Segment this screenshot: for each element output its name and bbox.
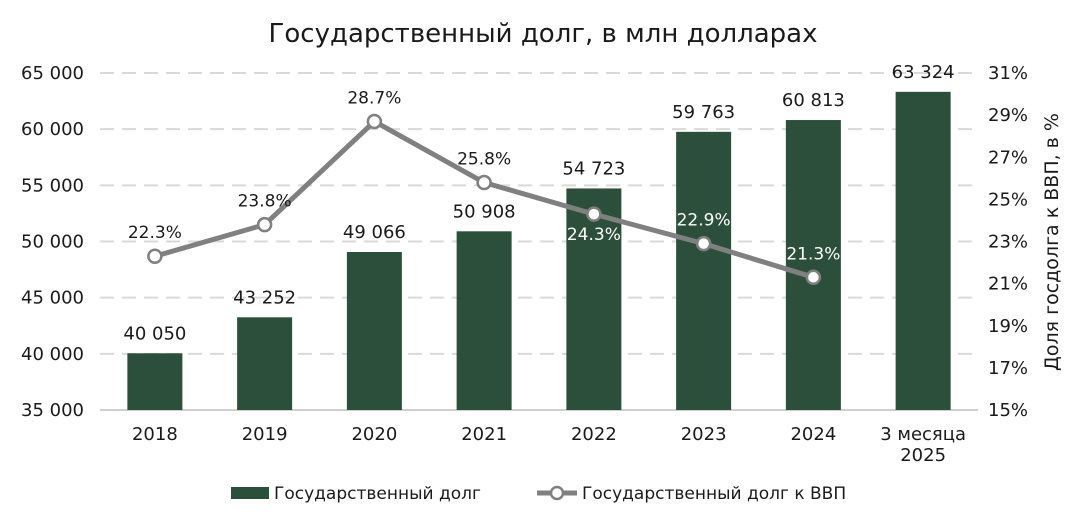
legend-swatch-marker bbox=[549, 485, 565, 501]
x-tick-label: 2024 bbox=[790, 424, 836, 445]
x-tick-label: 2021 bbox=[461, 424, 507, 445]
bar bbox=[566, 188, 622, 410]
bar-value-label: 49 066 bbox=[343, 222, 406, 243]
bar-value-label: 54 723 bbox=[562, 158, 625, 179]
y2-tick-label: 29% bbox=[988, 105, 1028, 126]
bar bbox=[127, 353, 183, 410]
legend-swatch-bar bbox=[231, 487, 269, 499]
y2-tick-label: 21% bbox=[988, 274, 1028, 295]
line-value-label: 28.7% bbox=[347, 88, 401, 108]
legend-label-bar: Государственный долг bbox=[274, 484, 481, 504]
bar-value-label: 50 908 bbox=[453, 201, 516, 222]
y-tick-label: 35 000 bbox=[21, 400, 84, 421]
x-tick-label: 2020 bbox=[351, 424, 397, 445]
x-tick-label: 2018 bbox=[132, 424, 178, 445]
bar-series bbox=[127, 91, 951, 411]
line-marker bbox=[147, 248, 163, 264]
bar-value-label: 40 050 bbox=[123, 323, 186, 344]
line-value-label: 23.8% bbox=[238, 192, 292, 212]
y-axis-right: 15% 17% 19% 21% 23% 25% 27% 29% 31% bbox=[988, 63, 1028, 421]
y2-axis-label: Доля госдолга к ВВП, в % bbox=[1041, 113, 1063, 371]
y2-tick-label: 27% bbox=[988, 147, 1028, 168]
line-marker bbox=[256, 216, 273, 233]
y2-tick-label: 15% bbox=[988, 400, 1028, 421]
bar-value-label: 63 324 bbox=[892, 62, 955, 83]
y-tick-label: 60 000 bbox=[21, 119, 84, 140]
bar bbox=[895, 91, 951, 411]
legend-label-line: Государственный долг к ВВП bbox=[582, 484, 846, 504]
bar-data-labels: 40 050 43 252 49 066 50 908 54 723 59 763 60 8… bbox=[123, 62, 954, 344]
chart-title: Государственный долг, в млн долларах bbox=[269, 19, 818, 49]
bar bbox=[237, 317, 293, 410]
x-tick-label: 2019 bbox=[242, 424, 288, 445]
bar bbox=[785, 120, 841, 410]
bar-value-label: 43 252 bbox=[233, 287, 296, 308]
line-marker bbox=[366, 113, 383, 130]
line-value-label: 24.3% bbox=[567, 225, 621, 245]
x-tick-label: 2022 bbox=[571, 424, 617, 445]
line-series: 22.3% 23.8% 28.7% 25.8% 24.3% 22.9% 21.3% bbox=[128, 88, 840, 286]
x-tick-label: 2023 bbox=[681, 424, 727, 445]
bar bbox=[346, 251, 402, 410]
line-value-label: 22.3% bbox=[128, 223, 182, 243]
bar bbox=[456, 231, 512, 410]
y-tick-label: 40 000 bbox=[21, 344, 84, 365]
y2-tick-label: 19% bbox=[988, 316, 1028, 337]
y2-tick-label: 17% bbox=[988, 358, 1028, 379]
y-tick-label: 65 000 bbox=[21, 63, 84, 84]
line-marker bbox=[586, 206, 602, 222]
y-axis-left: 35 000 40 000 45 000 50 000 55 000 60 000 65 0… bbox=[21, 63, 84, 421]
bar-value-label: 59 763 bbox=[672, 102, 735, 123]
line-value-label: 25.8% bbox=[457, 150, 511, 170]
bar bbox=[676, 131, 732, 410]
line-marker bbox=[805, 269, 822, 286]
y-tick-label: 45 000 bbox=[21, 288, 84, 309]
line-marker bbox=[476, 174, 492, 191]
legend: Государственный долг Государственный дол… bbox=[231, 484, 846, 504]
bar-value-label: 60 813 bbox=[782, 90, 845, 111]
y2-tick-label: 25% bbox=[988, 189, 1028, 210]
y-tick-label: 50 000 bbox=[21, 232, 84, 253]
y2-tick-label: 23% bbox=[988, 232, 1028, 253]
line-value-label: 21.3% bbox=[786, 244, 840, 264]
x-tick-label: 3 месяца 2025 bbox=[880, 424, 966, 466]
x-axis: 2018 2019 2020 2021 2022 2023 2024 3 месяца 2025 bbox=[132, 424, 966, 466]
gridlines bbox=[100, 72, 978, 411]
y-tick-label: 55 000 bbox=[21, 175, 84, 196]
line-value-label: 22.9% bbox=[677, 211, 731, 231]
y2-tick-label: 31% bbox=[988, 63, 1028, 84]
line-marker bbox=[695, 235, 712, 252]
